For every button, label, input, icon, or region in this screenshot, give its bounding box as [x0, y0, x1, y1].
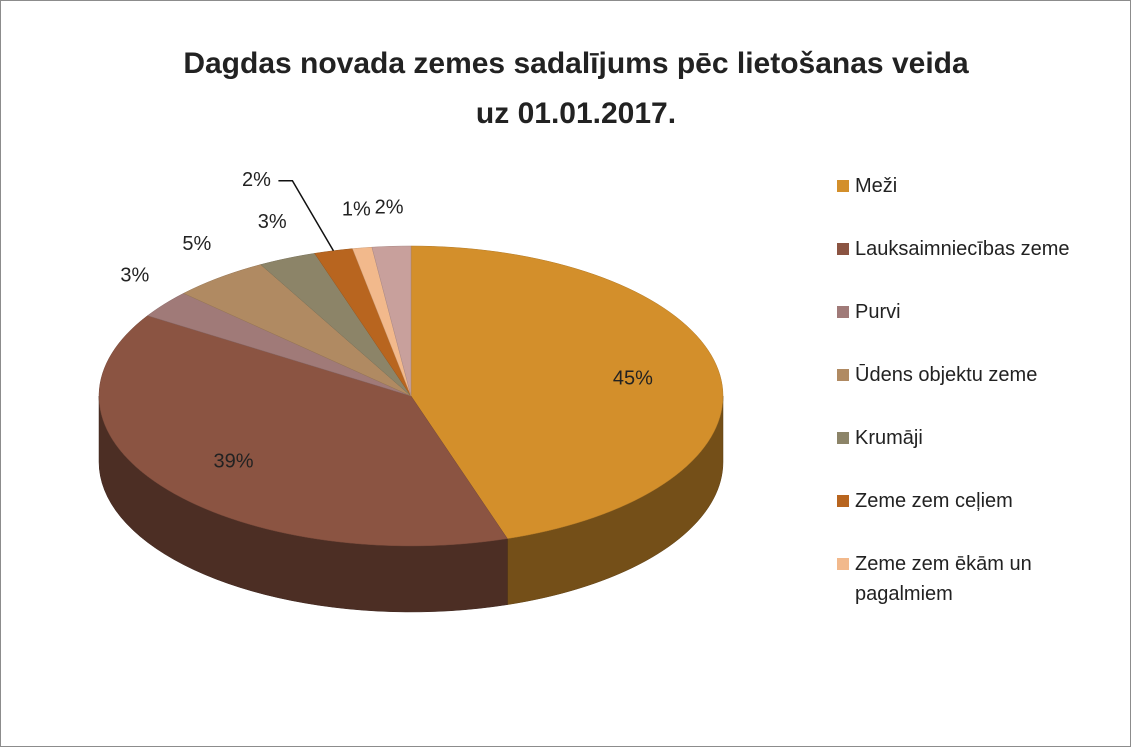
legend-swatch [837, 432, 849, 444]
legend-item: Purvi [837, 297, 1122, 327]
legend-item: Lauksaimniecības zeme [837, 234, 1122, 264]
legend-swatch [837, 180, 849, 192]
legend-label: Ūdens objektu zeme [855, 364, 1038, 386]
legend-swatch [837, 243, 849, 255]
pie-slice [182, 264, 412, 397]
legend-item: Zeme zem ceļiem [837, 486, 1122, 516]
legend-label: Zeme zem ceļiem [855, 490, 1013, 512]
data-label: 2% [242, 169, 271, 191]
pie-slice [371, 245, 412, 397]
data-label: 3% [258, 211, 287, 233]
chart-title: Dagdas novada zemes sadalījums pēc lieto… [183, 47, 969, 80]
leader-line [278, 179, 335, 252]
legend-swatch [837, 369, 849, 381]
pie-slice [260, 253, 412, 397]
legend-label: Purvi [855, 301, 901, 323]
legend-label: Meži [855, 175, 898, 197]
data-label: 39% [213, 450, 253, 472]
pie-slice [98, 315, 508, 547]
legend-label: Lauksaimniecības zeme [855, 238, 1070, 260]
legend-label: Zeme zem ēkām un pagalmiem [855, 553, 1032, 605]
data-label: 1% [342, 198, 371, 220]
legend-item: Krumāji [837, 423, 1122, 453]
legend-swatch [837, 306, 849, 318]
legend-label: Krumāji [855, 427, 923, 449]
legend-item: Meži [837, 171, 1122, 201]
data-label: 5% [182, 233, 211, 255]
legend-item: Zeme zem ēkām un pagalmiem [837, 549, 1122, 609]
pie-slice [410, 245, 724, 539]
legend-item: Ūdens objektu zeme [837, 360, 1122, 390]
chart-title: uz 01.01.2017. [476, 97, 676, 130]
data-label: 3% [120, 264, 149, 286]
legend-swatch [837, 558, 849, 570]
pie-slice [147, 293, 412, 397]
legend-swatch [837, 495, 849, 507]
data-label: 45% [613, 367, 653, 389]
data-label: 2% [375, 197, 404, 219]
